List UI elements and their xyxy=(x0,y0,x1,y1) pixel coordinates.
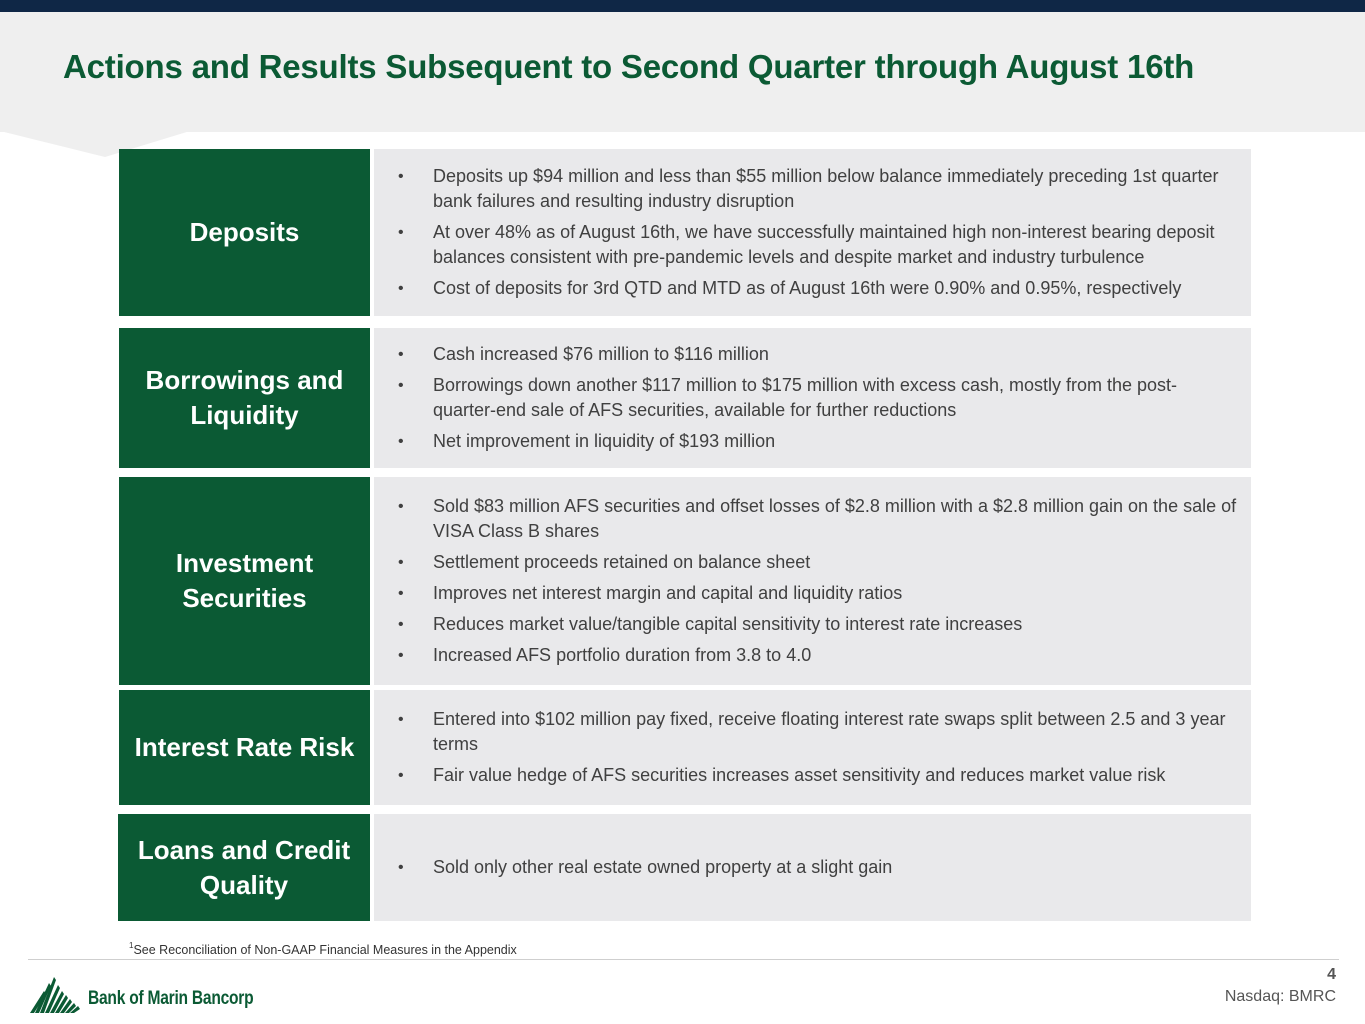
bullet-dot: • xyxy=(398,647,404,664)
section-deposits: Deposits • Deposits up $94 million and le… xyxy=(119,149,1251,316)
footer-divider xyxy=(28,959,1339,960)
bullet-item: • Cash increased $76 million to $116 mill… xyxy=(398,342,1237,367)
bullet-item: • Cost of deposits for 3rd QTD and MTD as… xyxy=(398,276,1237,301)
bullet-dot: • xyxy=(398,767,404,784)
bullet-text: Cash increased $76 million to $116 milli… xyxy=(433,344,769,364)
top-accent-bar xyxy=(0,0,1365,12)
bullet-item: • Sold only other real estate owned prope… xyxy=(398,855,1237,880)
bullet-text: At over 48% as of August 16th, we have s… xyxy=(433,222,1215,267)
section-body-deposits: • Deposits up $94 million and less than $… xyxy=(374,149,1251,316)
section-borrowings-liquidity: Borrowings and Liquidity • Cash increased… xyxy=(119,328,1251,468)
bullet-dot: • xyxy=(398,433,404,450)
footnote: 1See Reconciliation of Non-GAAP Financia… xyxy=(129,941,517,957)
bullet-text: Net improvement in liquidity of $193 mil… xyxy=(433,431,776,451)
page-number: 4 xyxy=(1327,966,1336,983)
bullet-item: • Increased AFS portfolio duration from 3… xyxy=(398,643,1237,668)
section-body-borrowings-liquidity: • Cash increased $76 million to $116 mill… xyxy=(374,328,1251,468)
section-label-borrowings-liquidity: Borrowings and Liquidity xyxy=(119,328,370,468)
section-label-investment-securities: Investment Securities xyxy=(119,477,370,685)
bullet-item: • Settlement proceeds retained on balance… xyxy=(398,550,1237,575)
bullet-text: Reduces market value/tangible capital se… xyxy=(433,614,1023,634)
bullet-item: • Borrowings down another $117 million to… xyxy=(398,373,1237,423)
bullet-text: Increased AFS portfolio duration from 3.… xyxy=(433,645,812,665)
section-body-loans-credit-quality: • Sold only other real estate owned prope… xyxy=(374,814,1251,921)
footnote-text: See Reconciliation of Non-GAAP Financial… xyxy=(133,943,517,957)
bullet-text: Improves net interest margin and capital… xyxy=(433,583,903,603)
bullet-text: Settlement proceeds retained on balance … xyxy=(433,552,811,572)
bullet-dot: • xyxy=(398,859,404,876)
bullet-item: • Reduces market value/tangible capital s… xyxy=(398,612,1237,637)
section-interest-rate-risk: Interest Rate Risk • Entered into $102 mi… xyxy=(119,690,1251,805)
bullet-item: • Entered into $102 million pay fixed, re… xyxy=(398,707,1237,757)
bullet-dot: • xyxy=(398,585,404,602)
ticker-symbol: Nasdaq: BMRC xyxy=(1224,988,1336,1005)
bullet-text: Fair value hedge of AFS securities incre… xyxy=(433,765,1166,785)
bullet-dot: • xyxy=(398,498,404,515)
bullet-dot: • xyxy=(398,554,404,571)
bullet-item: • Sold $83 million AFS securities and off… xyxy=(398,494,1237,544)
bullet-dot: • xyxy=(398,377,404,394)
bullet-dot: • xyxy=(398,224,404,241)
bullet-text: Sold $83 million AFS securities and offs… xyxy=(433,496,1237,541)
bullet-text: Sold only other real estate owned proper… xyxy=(433,857,893,877)
section-label-loans-credit-quality: Loans and Credit Quality xyxy=(118,814,370,921)
bullet-dot: • xyxy=(398,616,404,633)
bullet-text: Borrowings down another $117 million to … xyxy=(433,375,1178,420)
bullet-item: • Fair value hedge of AFS securities incr… xyxy=(398,763,1237,788)
bullet-item: • Net improvement in liquidity of $193 mi… xyxy=(398,429,1237,454)
section-loans-credit-quality: Loans and Credit Quality • Sold only othe… xyxy=(118,814,1251,921)
section-label-interest-rate-risk: Interest Rate Risk xyxy=(119,690,370,805)
section-investment-securities: Investment Securities • Sold $83 million … xyxy=(119,477,1251,685)
page-title: Actions and Results Subsequent to Second… xyxy=(63,48,1195,85)
section-body-interest-rate-risk: • Entered into $102 million pay fixed, re… xyxy=(374,690,1251,805)
bullet-text: Entered into $102 million pay fixed, rec… xyxy=(433,709,1226,754)
header-band xyxy=(0,12,1365,132)
section-label-deposits: Deposits xyxy=(119,149,370,316)
header-notch-shape xyxy=(0,131,190,157)
bullet-item: • Improves net interest margin and capita… xyxy=(398,581,1237,606)
footnote-marker: 1 xyxy=(129,941,134,950)
section-body-investment-securities: • Sold $83 million AFS securities and off… xyxy=(374,477,1251,685)
bank-logo: Bank of Marin Bancorp xyxy=(30,973,290,1013)
bullet-dot: • xyxy=(398,346,404,363)
bullet-text: Deposits up $94 million and less than $5… xyxy=(433,166,1219,211)
bullet-item: • At over 48% as of August 16th, we have … xyxy=(398,220,1237,270)
bullet-dot: • xyxy=(398,280,404,297)
bullet-item: • Deposits up $94 million and less than $… xyxy=(398,164,1237,214)
mountain-logo-icon xyxy=(30,977,80,1013)
bullet-dot: • xyxy=(398,711,404,728)
bullet-text: Cost of deposits for 3rd QTD and MTD as … xyxy=(433,278,1182,298)
logo-wordmark: Bank of Marin Bancorp xyxy=(88,988,254,1009)
bullet-dot: • xyxy=(398,168,404,185)
